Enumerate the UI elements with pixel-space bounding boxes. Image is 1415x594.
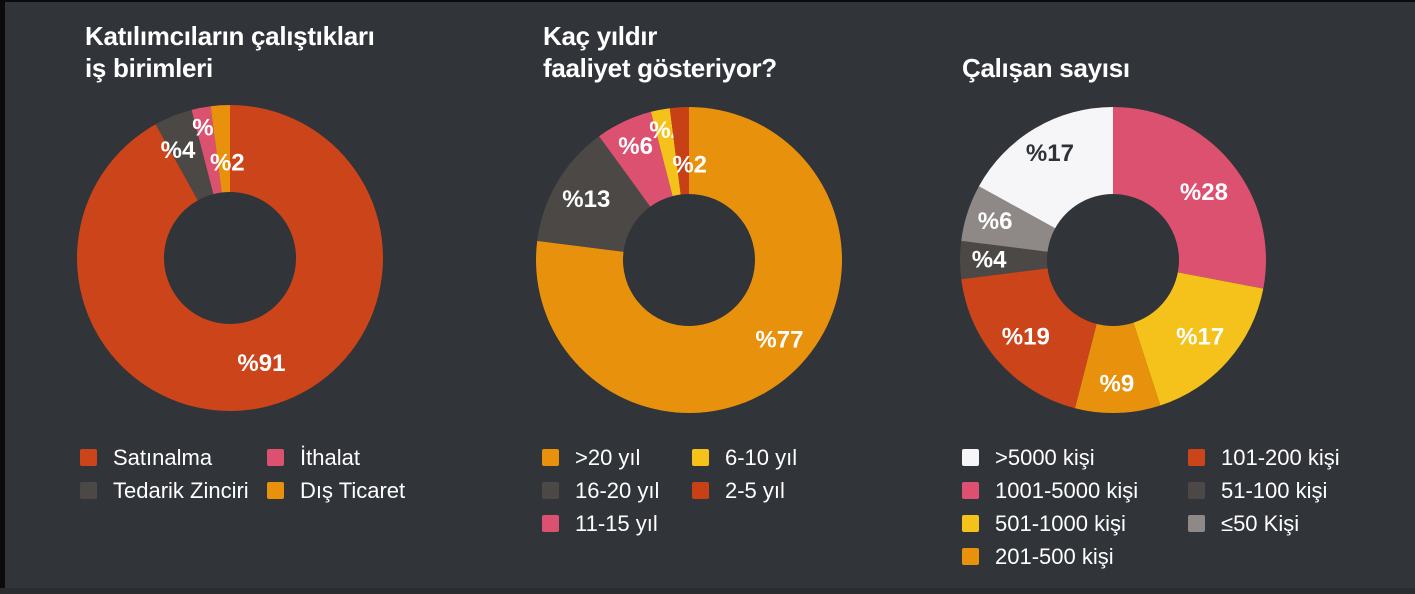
slice-value-label-gt20-yil: %77: [755, 327, 803, 354]
legend-swatch: [692, 482, 709, 499]
slice-tedarik-zinciri: [155, 109, 214, 201]
chart-title: Kaç yıldır faaliyet gösteriyor?: [543, 21, 777, 83]
slice-101-200-kisi: [961, 268, 1097, 409]
slice-value-label-101-200-kisi: %19: [1002, 323, 1050, 350]
legend-swatch: [962, 548, 979, 565]
slice-value-label-lte50-kisi: %6: [978, 208, 1013, 235]
legend-column: >20 yıl 16-20 yıl 11-15 yıl: [542, 441, 692, 540]
slice-16-20-yil: [537, 136, 651, 252]
slice-6-10-yil: [650, 108, 681, 197]
slice-value-label-11-15-yil: %6: [618, 133, 653, 160]
legend-item-satinalma: Satınalma: [80, 441, 267, 474]
slice-201-500-kisi: [1074, 322, 1161, 413]
legend-swatch: [692, 449, 709, 466]
legend-swatch: [542, 482, 559, 499]
slice-gt20-yil: [536, 107, 843, 413]
donut-chart-employee-count: %28 %17 %9 %19 %4 %6 %17: [960, 107, 1267, 413]
legend-item-lte50-kisi: ≤50 Kişi: [1188, 507, 1414, 540]
legend-label: >5000 kişi: [995, 444, 1095, 470]
legend-swatch: [1188, 482, 1205, 499]
legend-swatch: [1188, 515, 1205, 532]
slice-value-label-gt5000-kisi: %17: [1026, 140, 1074, 167]
legend-swatch: [962, 515, 979, 532]
legend-column: 101-200 kişi 51-100 kişi ≤50 Kişi: [1188, 441, 1414, 573]
legend-item-1001-5000-kisi: 1001-5000 kişi: [962, 474, 1188, 507]
slice-value-label-tedarik-zinciri: %4: [161, 137, 196, 164]
legend-item-dis-ticaret: Dış Ticaret: [267, 474, 454, 507]
legend-label: 201-500 kişi: [995, 543, 1114, 569]
slice-value-label-501-1000-kisi: %17: [1176, 323, 1224, 350]
slice-value-label-1001-5000-kisi: %28: [1180, 179, 1228, 206]
legend-label: >20 yıl: [575, 444, 641, 470]
legend-employee-count: >5000 kişi 1001-5000 kişi 501-1000 kişi 201…: [962, 441, 1414, 573]
legend-item-501-1000-kisi: 501-1000 kişi: [962, 507, 1188, 540]
legend-label: Tedarik Zinciri: [113, 477, 249, 503]
legend-item-gt5000-kisi: >5000 kişi: [962, 441, 1188, 474]
legend-item-gt20-yil: >20 yıl: [542, 441, 692, 474]
legend-swatch: [542, 449, 559, 466]
legend-swatch: [80, 482, 97, 499]
legend-label: 6-10 yıl: [725, 444, 798, 470]
slice-value-label-dis-ticaret: %2: [210, 150, 245, 177]
legend-column: 6-10 yıl 2-5 yıl: [692, 441, 842, 540]
slice-value-label-51-100-kisi: %4: [972, 247, 1007, 274]
slice-2-5-yil: [669, 107, 689, 195]
legend-label: 11-15 yıl: [575, 510, 658, 536]
slice-51-100-kisi: [960, 240, 1048, 280]
slice-lte50-kisi: [961, 186, 1056, 252]
slice-value-label-satinalma: %91: [237, 350, 285, 377]
legend-item-ithalat: İthalat: [267, 441, 454, 474]
chart-title: Katılımcıların çalıştıkları iş birimleri: [85, 21, 375, 83]
legend-swatch: [962, 449, 979, 466]
legend-item-201-500-kisi: 201-500 kişi: [962, 540, 1188, 573]
legend-item-2-5-yil: 2-5 yıl: [692, 474, 842, 507]
legend-item-51-100-kisi: 51-100 kişi: [1188, 474, 1414, 507]
frame-edge-left: [0, 0, 5, 594]
slice-dis-ticaret: [210, 105, 230, 193]
slice-gt5000-kisi: [978, 107, 1113, 229]
legend-label: 16-20 yıl: [575, 477, 660, 503]
slice-value-label-2-5-yil: %2: [672, 152, 707, 179]
slice-value-label-16-20-yil: %13: [562, 186, 610, 213]
legend-label: ≤50 Kişi: [1221, 510, 1300, 536]
legend-swatch: [542, 515, 559, 532]
legend-years-active: >20 yıl 16-20 yıl 11-15 yıl 6-10 yıl 2-5 yıl: [542, 441, 842, 540]
legend-label: 2-5 yıl: [725, 477, 785, 503]
legend-item-16-20-yil: 16-20 yıl: [542, 474, 692, 507]
legend-column: Satınalma Tedarik Zinciri: [80, 441, 267, 507]
donut-chart-years-active: %77%13%6%2%2: [536, 107, 843, 413]
legend-label: 501-1000 kişi: [995, 510, 1126, 536]
legend-label: Dış Ticaret: [300, 477, 406, 503]
slice-1001-5000-kisi: [1113, 107, 1267, 289]
legend-business-units: Satınalma Tedarik Zinciri İthalat Dış Ticar…: [80, 441, 454, 507]
legend-label: 101-200 kişi: [1221, 444, 1340, 470]
legend-swatch: [962, 482, 979, 499]
legend-label: 1001-5000 kişi: [995, 477, 1139, 503]
legend-label: İthalat: [300, 444, 360, 470]
legend-column: >5000 kişi 1001-5000 kişi 501-1000 kişi 201…: [962, 441, 1188, 573]
legend-item-6-10-yil: 6-10 yıl: [692, 441, 842, 474]
legend-label: 51-100 kişi: [1221, 477, 1328, 503]
slice-value-label-201-500-kisi: %9: [1100, 370, 1135, 397]
legend-item-101-200-kisi: 101-200 kişi: [1188, 441, 1414, 474]
legend-swatch: [80, 449, 97, 466]
chart-title: Çalışan sayısı: [962, 53, 1130, 83]
legend-swatch: [1188, 449, 1205, 466]
frame-edge-bottom: [0, 588, 1415, 594]
donut-chart-business-units: %91%4%2%2: [76, 105, 383, 412]
slice-501-1000-kisi: [1133, 272, 1264, 406]
legend-item-11-15-yil: 11-15 yıl: [542, 507, 692, 540]
legend-column: İthalat Dış Ticaret: [267, 441, 454, 507]
legend-label: Satınalma: [113, 444, 213, 470]
slice-satinalma: [76, 105, 383, 412]
legend-swatch: [267, 449, 284, 466]
frame-edge-top: [0, 0, 1415, 2]
legend-swatch: [267, 482, 284, 499]
slice-11-15-yil: [599, 111, 673, 207]
legend-item-tedarik-zinciri: Tedarik Zinciri: [80, 474, 267, 507]
slice-ithalat: [191, 106, 222, 195]
